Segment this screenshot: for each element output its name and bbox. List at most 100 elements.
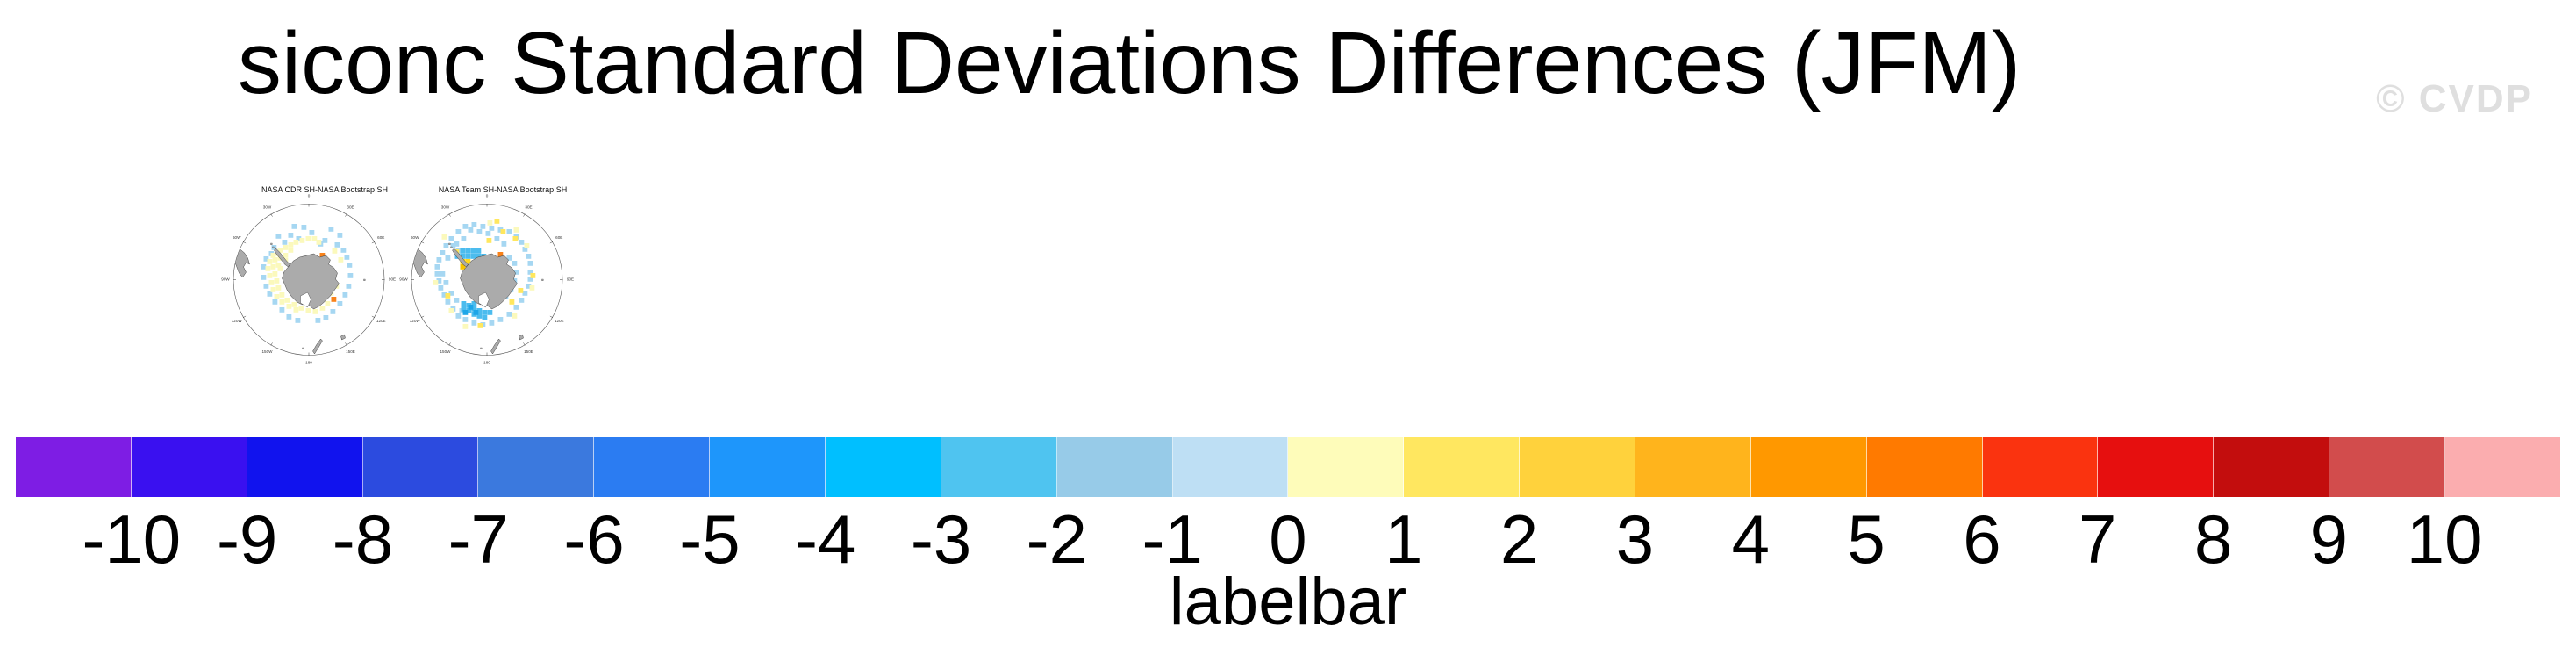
lon-label-30E: 30E xyxy=(347,205,354,209)
data-cell-lb xyxy=(522,247,528,252)
data-cell-lb xyxy=(471,320,477,326)
data-cell-lb xyxy=(454,241,460,247)
lon-tick-150W xyxy=(270,342,273,346)
data-cell-lb xyxy=(448,236,454,241)
data-cell-mb xyxy=(487,310,493,315)
data-cell-lb xyxy=(342,292,348,298)
data-cell-py xyxy=(286,304,292,309)
data-cell-lb xyxy=(455,229,462,234)
data-cell-lb xyxy=(261,264,267,270)
lon-tick-30E xyxy=(345,213,347,217)
data-cell-mb xyxy=(482,310,488,315)
lon-label-120W: 120W xyxy=(232,319,243,323)
labelbar-tick-3: 3 xyxy=(1615,500,1655,578)
lon-label-60E: 60E xyxy=(555,235,562,240)
lon-label-120E: 120E xyxy=(555,319,564,323)
lon-label-60W: 60W xyxy=(411,235,419,240)
lon-label-90E: 90E xyxy=(567,277,574,282)
small-island xyxy=(363,278,366,281)
new-zealand-north xyxy=(519,334,524,341)
lon-label-30E: 30E xyxy=(525,205,532,209)
data-cell-lb xyxy=(443,243,449,248)
lon-label-180: 180 xyxy=(483,361,490,365)
data-cell-lb xyxy=(309,230,315,235)
panel-title-right: NASA Team SH-NASA Bootstrap SH xyxy=(438,185,568,194)
data-cell-py xyxy=(299,238,305,243)
data-cell-mb xyxy=(476,254,482,259)
data-cell-lb xyxy=(462,224,469,229)
data-cell-py xyxy=(274,278,280,284)
antarctic-peninsula xyxy=(274,248,290,268)
data-cell-lb xyxy=(272,299,278,305)
data-cell-py xyxy=(513,227,519,233)
labelbar-box-6 xyxy=(710,437,826,497)
labelbar-tick-1: 1 xyxy=(1385,500,1423,578)
labelbar-tick--5: -5 xyxy=(679,500,741,578)
labelbar-tick--3: -3 xyxy=(910,500,972,578)
data-cell-lb xyxy=(288,233,294,238)
data-cell-lb xyxy=(315,318,321,323)
lon-label-150W: 150W xyxy=(440,349,451,354)
data-cell-y xyxy=(494,219,500,224)
data-cell-lb xyxy=(485,231,491,236)
labelbar-tick-0: 0 xyxy=(1269,500,1307,578)
data-cell-mb xyxy=(471,306,477,312)
data-cell-py xyxy=(283,253,289,258)
data-cell-db xyxy=(473,310,479,315)
data-cell-py xyxy=(274,294,280,299)
data-cell-mb xyxy=(476,308,483,313)
lon-tick-120E xyxy=(371,315,376,318)
data-cell-lb xyxy=(445,255,451,261)
labelbar-box-11 xyxy=(1288,437,1405,497)
data-cell-lb xyxy=(512,261,518,266)
data-cell-lb xyxy=(347,263,353,268)
data-cell-lb xyxy=(261,275,267,280)
data-cell-lb xyxy=(494,236,500,241)
data-cell-py xyxy=(529,285,535,291)
lon-label-0: 0 xyxy=(486,194,489,198)
data-cell-y xyxy=(445,293,451,299)
labelbar-tick-10: 10 xyxy=(2406,500,2483,578)
data-cell-lb xyxy=(436,278,442,284)
data-cell-py xyxy=(265,266,271,271)
data-cell-lb xyxy=(526,284,532,289)
data-cell-py xyxy=(277,248,283,253)
data-cell-lb xyxy=(296,236,302,241)
data-cell-lb xyxy=(295,318,301,323)
labelbar-box-18 xyxy=(2098,437,2215,497)
data-cell-py xyxy=(288,242,294,248)
data-cell-dg xyxy=(460,264,466,270)
data-cell-lb xyxy=(497,317,504,322)
data-cell-mb xyxy=(460,254,466,259)
data-cell-py xyxy=(293,240,299,245)
labelbar-tick-5: 5 xyxy=(1847,500,1885,578)
small-island xyxy=(480,347,483,349)
data-cell-lb xyxy=(519,298,525,303)
labelbar-tick-8: 8 xyxy=(2193,500,2233,578)
data-cell-mb xyxy=(461,301,467,306)
data-cell-lb xyxy=(301,225,307,230)
data-cell-o xyxy=(497,252,504,257)
lon-label-30W: 30W xyxy=(263,205,272,209)
data-cell-lb xyxy=(454,298,460,303)
data-cell-lb xyxy=(497,227,504,233)
labelbar-tick--4: -4 xyxy=(795,500,856,578)
labelbar-tick--8: -8 xyxy=(332,500,394,578)
map-clipped-content xyxy=(411,219,544,355)
data-cell-py xyxy=(277,266,283,271)
data-cell-py xyxy=(524,243,530,248)
data-cell-mb xyxy=(465,248,471,254)
labelbar-box-19 xyxy=(2214,437,2330,497)
labelbar-tick-4: 4 xyxy=(1731,500,1770,578)
lon-label-0: 0 xyxy=(308,194,311,198)
data-cell-py xyxy=(270,253,276,258)
data-cell-lb xyxy=(328,227,334,232)
data-cell-mb xyxy=(471,301,477,306)
lon-tick-120E xyxy=(549,315,554,318)
map-clipped-content xyxy=(233,224,366,355)
data-cell-py xyxy=(487,220,493,226)
data-cell-lb xyxy=(480,322,486,327)
small-island xyxy=(270,242,273,245)
data-cell-mb xyxy=(460,248,466,254)
